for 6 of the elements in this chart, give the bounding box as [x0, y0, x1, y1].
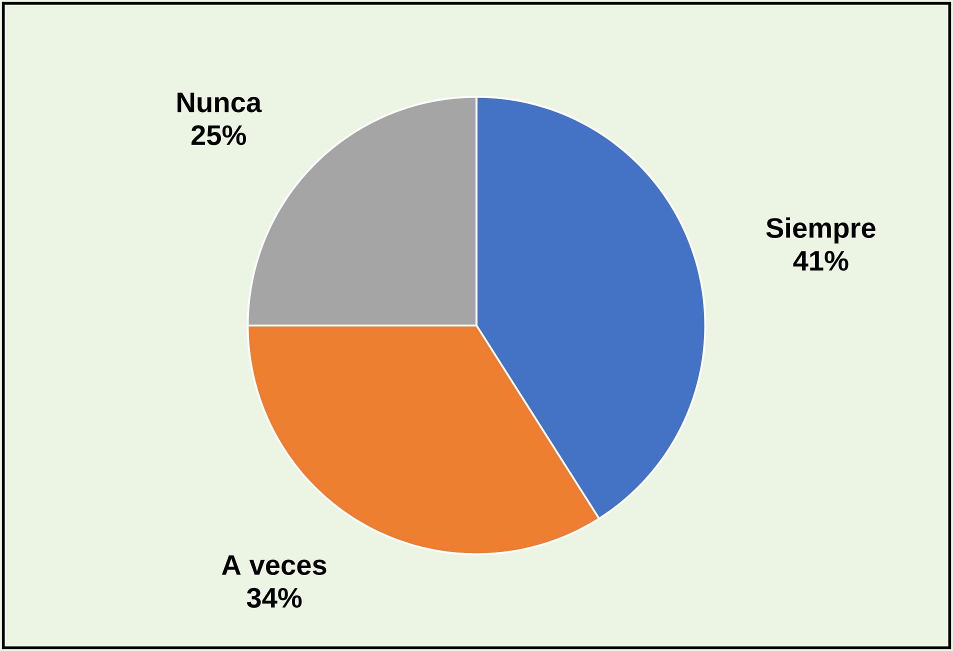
slice-label: A veces — [222, 555, 326, 575]
data-label: 25% — [192, 125, 246, 146]
data-label: 34% — [246, 588, 302, 608]
data-label: 41% — [793, 250, 848, 271]
slice-label: Siempre — [766, 217, 876, 244]
slice-label: Nunca — [178, 92, 262, 112]
